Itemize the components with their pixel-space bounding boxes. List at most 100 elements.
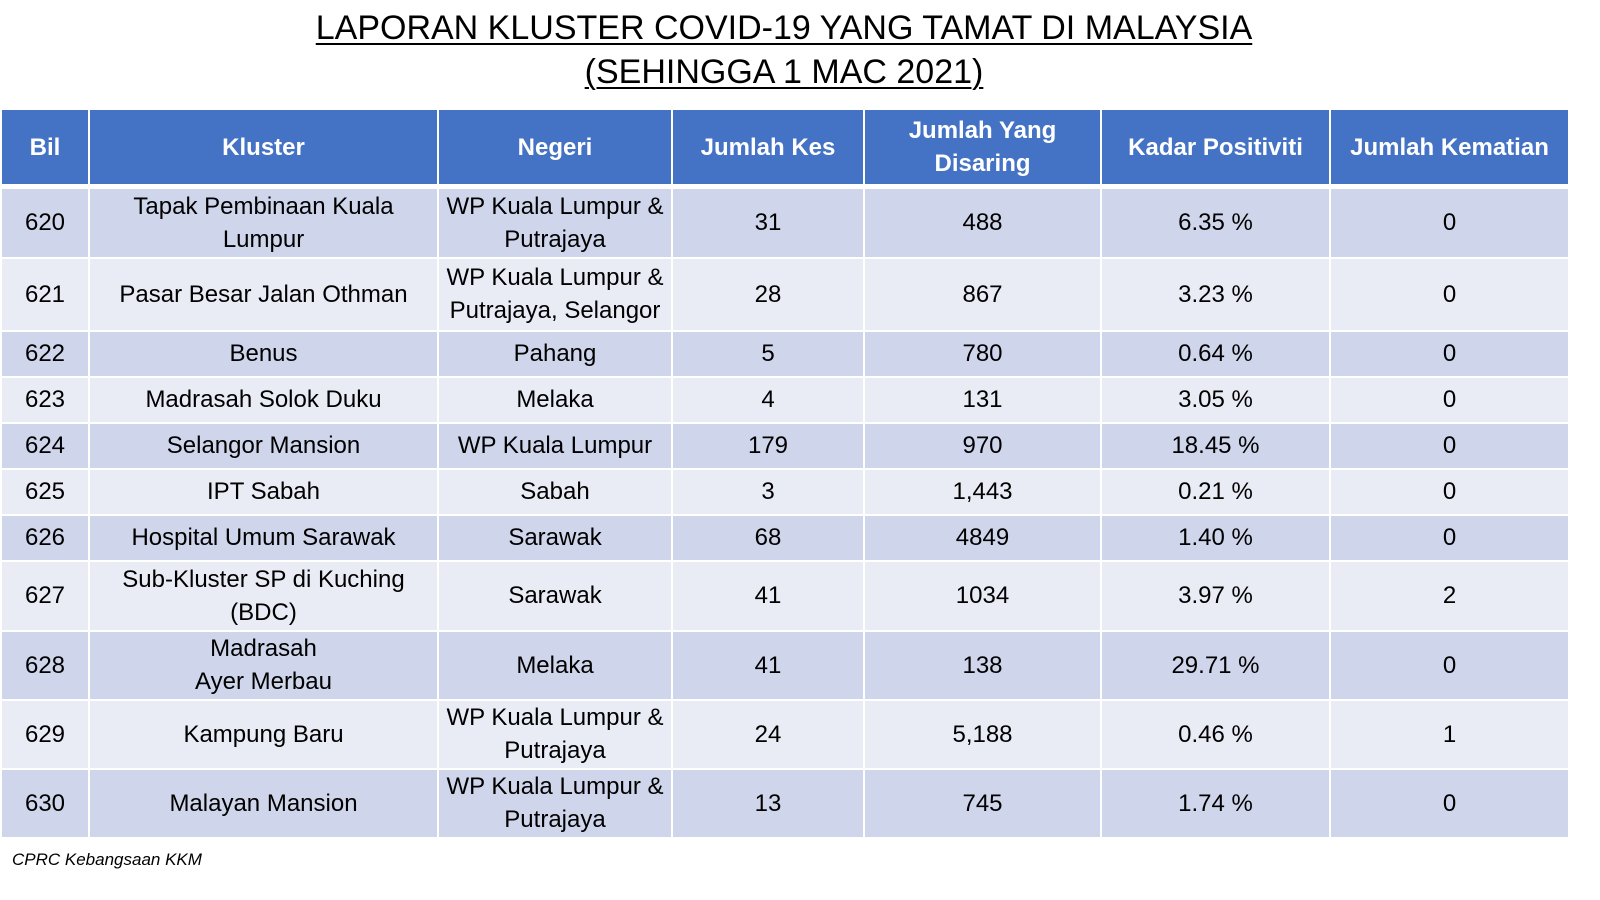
cell-bil: 621 [0, 256, 90, 332]
cell-jumlah-kematian: 0 [1329, 421, 1570, 470]
cell-negeri: Sarawak [437, 513, 673, 562]
cell-negeri: Sarawak [437, 559, 673, 632]
cell-bil: 624 [0, 421, 90, 470]
cell-jumlah-kes: 41 [671, 629, 865, 701]
cell-jumlah-kematian: 0 [1329, 513, 1570, 562]
cell-negeri: Pahang [437, 329, 673, 378]
cell-bil: 630 [0, 767, 90, 839]
source-note: CPRC Kebangsaan KKM [12, 850, 202, 869]
table-row: 627 Sub-Kluster SP di Kuching (BDC) Sara… [0, 559, 1570, 632]
cell-kluster: Kampung Baru [88, 698, 439, 770]
cell-kluster: Madrasah Ayer Merbau [88, 629, 439, 701]
cell-kluster: Malayan Mansion [88, 767, 439, 839]
cell-jumlah-disaring: 488 [863, 185, 1102, 259]
cell-negeri: WP Kuala Lumpur & Putrajaya [437, 698, 673, 770]
table-row: 630 Malayan Mansion WP Kuala Lumpur & Pu… [0, 767, 1570, 839]
table-row: 626 Hospital Umum Sarawak Sarawak 68 484… [0, 513, 1570, 562]
cell-bil: 620 [0, 185, 90, 259]
title-line-1: LAPORAN KLUSTER COVID-19 YANG TAMAT DI M… [315, 9, 1253, 47]
cell-jumlah-disaring: 131 [863, 375, 1102, 424]
cell-kluster: Madrasah Solok Duku [88, 375, 439, 424]
cell-negeri: WP Kuala Lumpur & Putrajaya, Selangor [437, 256, 673, 332]
cell-kadar-positiviti: 3.97 % [1100, 559, 1331, 632]
title-line-2: (SEHINGGA 1 MAC 2021) [584, 53, 984, 91]
cell-kluster: IPT Sabah [88, 467, 439, 516]
cell-jumlah-kes: 4 [671, 375, 865, 424]
cell-jumlah-kes: 179 [671, 421, 865, 470]
cell-bil: 625 [0, 467, 90, 516]
cell-kluster-text: Madrasah Ayer Merbau [195, 635, 332, 695]
table-row: 629 Kampung Baru WP Kuala Lumpur & Putra… [0, 698, 1570, 770]
header-bil: Bil [0, 108, 90, 189]
header-jumlah-disaring: Jumlah Yang Disaring [863, 108, 1102, 189]
cell-kadar-positiviti: 1.40 % [1100, 513, 1331, 562]
cell-negeri: WP Kuala Lumpur & Putrajaya [437, 767, 673, 839]
cell-jumlah-kes: 5 [671, 329, 865, 378]
cell-jumlah-kes: 68 [671, 513, 865, 562]
cell-jumlah-kematian: 2 [1329, 559, 1570, 632]
cell-jumlah-kematian: 0 [1329, 375, 1570, 424]
cell-jumlah-kematian: 0 [1329, 629, 1570, 701]
cell-kadar-positiviti: 3.23 % [1100, 256, 1331, 332]
cell-jumlah-disaring: 745 [863, 767, 1102, 839]
table-row: 624 Selangor Mansion WP Kuala Lumpur 179… [0, 421, 1570, 470]
cell-jumlah-disaring: 4849 [863, 513, 1102, 562]
header-kadar-positiviti: Kadar Positiviti [1100, 108, 1331, 189]
cell-jumlah-kes: 31 [671, 185, 865, 259]
header-jumlah-kematian: Jumlah Kematian [1329, 108, 1570, 189]
cell-jumlah-kes: 28 [671, 256, 865, 332]
cell-kadar-positiviti: 0.46 % [1100, 698, 1331, 770]
cell-jumlah-kes: 41 [671, 559, 865, 632]
cell-bil: 623 [0, 375, 90, 424]
cell-negeri: WP Kuala Lumpur [437, 421, 673, 470]
cell-negeri: Melaka [437, 375, 673, 424]
header-jumlah-kes: Jumlah Kes [671, 108, 865, 189]
cell-bil: 628 [0, 629, 90, 701]
cell-jumlah-kes: 13 [671, 767, 865, 839]
cell-negeri: WP Kuala Lumpur & Putrajaya [437, 185, 673, 259]
table-row: 625 IPT Sabah Sabah 3 1,443 0.21 % 0 [0, 467, 1570, 516]
cell-kadar-positiviti: 1.74 % [1100, 767, 1331, 839]
cell-bil: 629 [0, 698, 90, 770]
table-row: 628 Madrasah Ayer Merbau Melaka 41 138 2… [0, 629, 1570, 701]
header-negeri: Negeri [437, 108, 673, 189]
cell-jumlah-kematian: 0 [1329, 185, 1570, 259]
cell-bil: 627 [0, 559, 90, 632]
cell-kadar-positiviti: 0.64 % [1100, 329, 1331, 378]
cell-jumlah-kematian: 1 [1329, 698, 1570, 770]
cell-kluster: Selangor Mansion [88, 421, 439, 470]
cell-kluster: Pasar Besar Jalan Othman [88, 256, 439, 332]
table-row: 623 Madrasah Solok Duku Melaka 4 131 3.0… [0, 375, 1570, 424]
cell-jumlah-disaring: 1,443 [863, 467, 1102, 516]
cell-kluster: Tapak Pembinaan Kuala Lumpur [88, 185, 439, 259]
cluster-table: Bil Kluster Negeri Jumlah Kes Jumlah Yan… [0, 108, 1570, 839]
cell-kadar-positiviti: 0.21 % [1100, 467, 1331, 516]
cell-negeri: Sabah [437, 467, 673, 516]
cell-jumlah-kes: 24 [671, 698, 865, 770]
cell-bil: 622 [0, 329, 90, 378]
cell-kadar-positiviti: 6.35 % [1100, 185, 1331, 259]
cell-kadar-positiviti: 18.45 % [1100, 421, 1331, 470]
cell-negeri: Melaka [437, 629, 673, 701]
cell-jumlah-kematian: 0 [1329, 767, 1570, 839]
cell-kluster: Sub-Kluster SP di Kuching (BDC) [88, 559, 439, 632]
cell-jumlah-disaring: 1034 [863, 559, 1102, 632]
cell-bil: 626 [0, 513, 90, 562]
cell-jumlah-disaring: 138 [863, 629, 1102, 701]
cell-kadar-positiviti: 3.05 % [1100, 375, 1331, 424]
cell-jumlah-disaring: 867 [863, 256, 1102, 332]
cell-jumlah-disaring: 780 [863, 329, 1102, 378]
cell-jumlah-kes: 3 [671, 467, 865, 516]
table-row: 621 Pasar Besar Jalan Othman WP Kuala Lu… [0, 256, 1570, 332]
header-kluster: Kluster [88, 108, 439, 189]
cell-kluster: Hospital Umum Sarawak [88, 513, 439, 562]
cell-jumlah-kematian: 0 [1329, 256, 1570, 332]
cell-jumlah-disaring: 970 [863, 421, 1102, 470]
report-title: LAPORAN KLUSTER COVID-19 YANG TAMAT DI M… [0, 6, 1568, 94]
cell-jumlah-kematian: 0 [1329, 467, 1570, 516]
cell-jumlah-kematian: 0 [1329, 329, 1570, 378]
table-row: 622 Benus Pahang 5 780 0.64 % 0 [0, 329, 1570, 378]
cell-kadar-positiviti: 29.71 % [1100, 629, 1331, 701]
cell-jumlah-disaring: 5,188 [863, 698, 1102, 770]
table-header-row: Bil Kluster Negeri Jumlah Kes Jumlah Yan… [0, 108, 1570, 189]
